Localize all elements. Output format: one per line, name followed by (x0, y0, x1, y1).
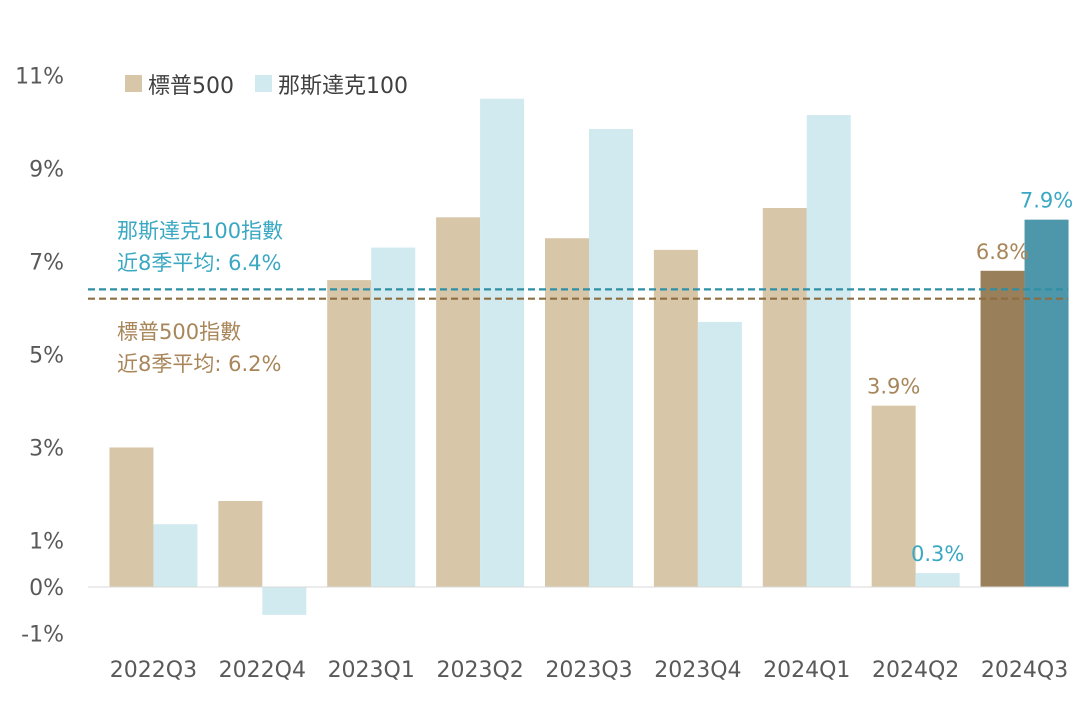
y-tick-label: 7% (29, 251, 64, 276)
nasdaq-average-note-line2: 近8季平均: 6.4% (117, 251, 281, 275)
bar-nasdaq100-2023Q4 (697, 321, 742, 587)
bar-nasdaq100-2024Q2 (915, 573, 960, 587)
bar-sp500-2023Q3 (545, 238, 589, 587)
x-tick-label: 2023Q1 (328, 658, 415, 683)
bar-nasdaq100-2022Q4 (262, 587, 307, 615)
x-axis: 2022Q3 2022Q4 2023Q1 2023Q2 2023Q3 2023Q4 2024… (110, 658, 1068, 683)
nasdaq-average-note-line1: 那斯達克100指數 (117, 219, 283, 243)
x-tick-label: 2024Q3 (981, 658, 1068, 683)
bar-sp500-2022Q4 (218, 500, 263, 587)
data-labels-layer: 3.9% 0.3% 6.8% 7.9% (867, 189, 1073, 566)
reference-lines-layer (88, 288, 1068, 300)
y-tick-label: 1% (29, 530, 64, 555)
legend-swatch-sp500 (125, 75, 142, 92)
y-axis: 11% 9% 7% 5% 3% 1% 0% -1% (15, 65, 64, 648)
y-tick-label: -1% (21, 623, 64, 648)
bar-sp500-2024Q2 (871, 405, 916, 587)
x-tick-label: 2022Q3 (110, 658, 197, 683)
x-tick-label: 2024Q1 (763, 658, 850, 683)
y-tick-label: 3% (29, 437, 64, 462)
data-label-nasdaq100-2024Q3: 7.9% (1020, 189, 1073, 213)
y-tick-label: 0% (29, 576, 64, 601)
bar-sp500-2024Q1 (762, 208, 807, 587)
x-tick-label: 2023Q4 (654, 658, 741, 683)
bars-layer (109, 98, 1069, 615)
data-label-sp500-2024Q2: 3.9% (867, 375, 920, 399)
bar-nasdaq100-2023Q2 (480, 98, 525, 587)
bar-nasdaq100-2024Q1 (806, 115, 851, 588)
legend: 標普500 那斯達克100 (125, 74, 408, 99)
bar-nasdaq100-2023Q3 (589, 128, 633, 587)
sp500-average-note-line1: 標普500指數 (117, 320, 241, 344)
x-tick-label: 2023Q3 (545, 658, 632, 683)
bar-sp500-2023Q1 (327, 280, 372, 587)
data-label-sp500-2024Q3: 6.8% (976, 240, 1029, 264)
average-annotations: 那斯達克100指數 近8季平均: 6.4% 標普500指數 近8季平均: 6.2… (117, 219, 283, 376)
data-label-nasdaq100-2024Q2: 0.3% (911, 542, 964, 566)
bar-sp500-2023Q4 (653, 249, 698, 587)
y-tick-label: 5% (29, 344, 64, 369)
x-tick-label: 2022Q4 (219, 658, 306, 683)
bar-sp500-2024Q3 (980, 270, 1025, 587)
sp500-average-note-line2: 近8季平均: 6.2% (117, 352, 281, 376)
bar-nasdaq100-2023Q1 (371, 247, 416, 588)
bar-nasdaq100-2024Q3 (1024, 219, 1069, 587)
y-tick-label: 9% (29, 158, 64, 183)
bar-sp500-2023Q2 (436, 217, 481, 587)
bar-sp500-2022Q3 (109, 447, 154, 587)
legend-swatch-nasdaq100 (255, 75, 272, 92)
legend-label-sp500: 標普500 (148, 74, 234, 99)
y-tick-label: 11% (15, 65, 64, 90)
x-tick-label: 2023Q2 (436, 658, 523, 683)
x-tick-label: 2024Q2 (872, 658, 959, 683)
bar-nasdaq100-2022Q3 (153, 524, 198, 587)
legend-label-nasdaq100: 那斯達克100 (278, 74, 408, 99)
